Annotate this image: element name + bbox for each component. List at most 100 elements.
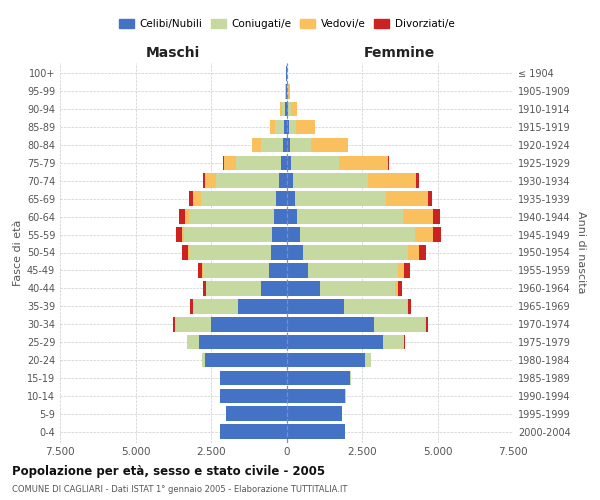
Bar	[340, 156, 388, 170]
Bar	[187, 335, 199, 349]
Bar	[203, 174, 205, 188]
Bar	[404, 335, 405, 349]
Bar	[199, 335, 287, 349]
Bar	[262, 138, 283, 152]
Bar	[287, 84, 288, 98]
Bar	[368, 174, 416, 188]
Legend: Celibi/Nubili, Coniugati/e, Vedovi/e, Divorziati/e: Celibi/Nubili, Coniugati/e, Vedovi/e, Di…	[115, 14, 458, 33]
Bar	[198, 263, 202, 278]
Bar	[403, 210, 433, 224]
Bar	[291, 102, 297, 117]
Bar	[188, 245, 189, 260]
Bar	[287, 370, 350, 386]
Bar	[426, 317, 428, 332]
Bar	[287, 120, 289, 134]
Bar	[271, 120, 275, 134]
Bar	[293, 174, 368, 188]
Bar	[287, 335, 383, 349]
Bar	[308, 263, 398, 278]
Bar	[173, 317, 175, 332]
Bar	[287, 156, 291, 170]
Bar	[388, 156, 389, 170]
Bar	[271, 245, 287, 260]
Text: Femmine: Femmine	[364, 46, 436, 60]
Bar	[419, 245, 426, 260]
Bar	[189, 210, 274, 224]
Bar	[182, 245, 188, 260]
Bar	[407, 299, 408, 314]
Bar	[276, 192, 287, 206]
Bar	[295, 192, 386, 206]
Bar	[261, 281, 287, 295]
Bar	[383, 335, 404, 349]
Bar	[238, 299, 287, 314]
Bar	[284, 120, 287, 134]
Bar	[286, 84, 287, 98]
Text: COMUNE DI CAGLIARI - Dati ISTAT 1° gennaio 2005 - Elaborazione TUTTITALIA.IT: COMUNE DI CAGLIARI - Dati ISTAT 1° genna…	[12, 485, 347, 494]
Bar	[386, 192, 428, 206]
Bar	[205, 352, 287, 368]
Bar	[201, 192, 276, 206]
Bar	[365, 352, 371, 368]
Bar	[175, 317, 211, 332]
Bar	[253, 138, 262, 152]
Bar	[287, 388, 346, 403]
Bar	[398, 263, 404, 278]
Bar	[280, 102, 282, 117]
Bar	[215, 174, 279, 188]
Bar	[285, 84, 286, 98]
Bar	[287, 174, 293, 188]
Bar	[296, 120, 314, 134]
Bar	[320, 281, 395, 295]
Bar	[223, 156, 224, 170]
Bar	[287, 210, 298, 224]
Bar	[374, 317, 425, 332]
Bar	[190, 299, 193, 314]
Bar	[224, 156, 236, 170]
Y-axis label: Anni di nascita: Anni di nascita	[576, 211, 586, 294]
Bar	[287, 317, 374, 332]
Bar	[176, 227, 182, 242]
Bar	[433, 227, 440, 242]
Bar	[281, 156, 287, 170]
Bar	[408, 245, 419, 260]
Bar	[287, 138, 290, 152]
Bar	[433, 210, 440, 224]
Bar	[182, 227, 184, 242]
Bar	[206, 281, 261, 295]
Bar	[398, 281, 402, 295]
Bar	[226, 406, 287, 421]
Bar	[408, 299, 411, 314]
Bar	[179, 210, 185, 224]
Bar	[416, 174, 419, 188]
Bar	[288, 84, 290, 98]
Bar	[275, 120, 284, 134]
Bar	[220, 388, 287, 403]
Bar	[395, 281, 398, 295]
Bar	[205, 174, 215, 188]
Bar	[291, 156, 340, 170]
Bar	[202, 263, 203, 278]
Bar	[290, 138, 311, 152]
Bar	[287, 281, 320, 295]
Bar	[285, 102, 287, 117]
Bar	[347, 138, 348, 152]
Bar	[193, 299, 238, 314]
Bar	[287, 424, 346, 439]
Bar	[185, 210, 189, 224]
Bar	[287, 406, 343, 421]
Bar	[274, 210, 287, 224]
Bar	[193, 192, 201, 206]
Bar	[202, 352, 205, 368]
Bar	[252, 138, 253, 152]
Bar	[220, 370, 287, 386]
Bar	[300, 227, 415, 242]
Bar	[279, 174, 287, 188]
Bar	[287, 192, 295, 206]
Text: Maschi: Maschi	[146, 46, 200, 60]
Bar	[302, 245, 408, 260]
Bar	[298, 210, 403, 224]
Bar	[287, 263, 308, 278]
Bar	[269, 263, 287, 278]
Bar	[282, 102, 285, 117]
